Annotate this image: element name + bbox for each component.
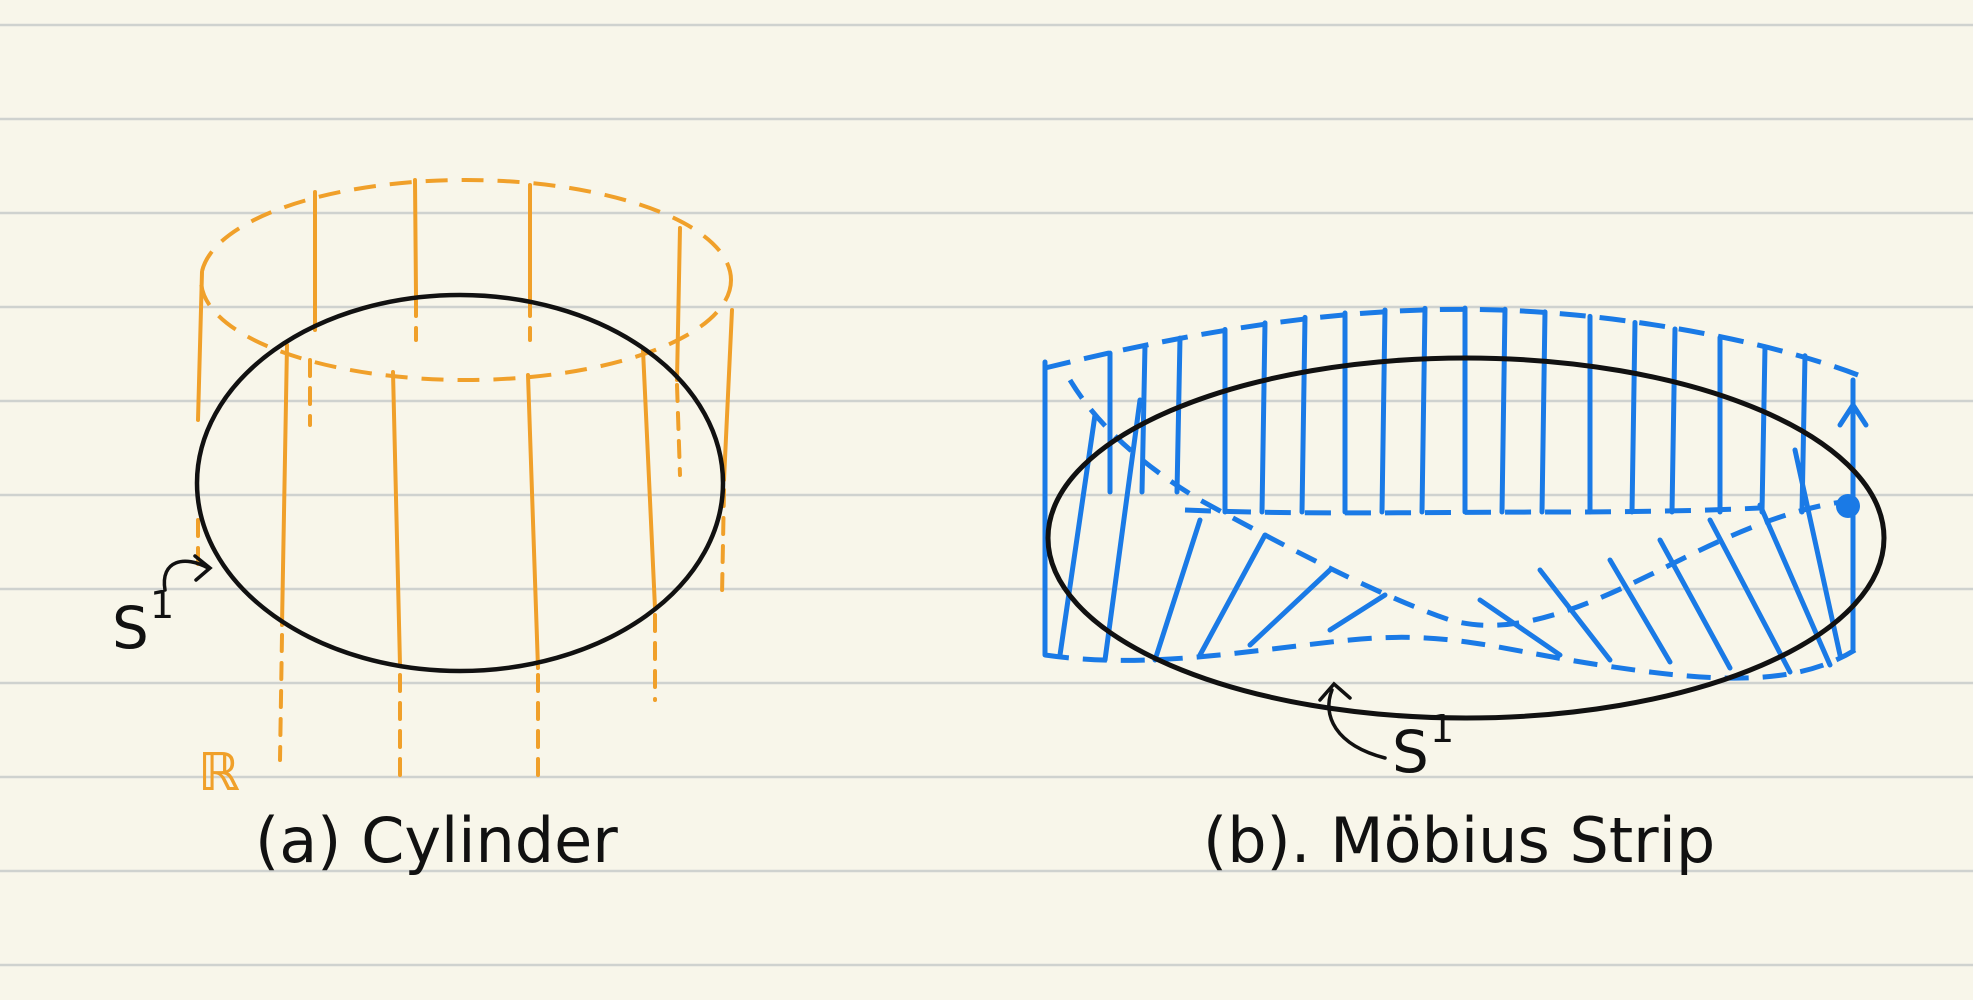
mobius-fiber	[1299, 314, 1308, 515]
mobius-fiber	[1102, 397, 1143, 663]
mobius-fiber	[1629, 319, 1638, 515]
mobius-fiber	[1327, 592, 1388, 633]
ruled-lines	[0, 23, 1973, 967]
mobius-gluing-point	[1836, 494, 1860, 518]
mobius-fiber	[1759, 344, 1768, 515]
cylinder-s1-arrow	[162, 554, 213, 592]
cylinder-base-label: S	[112, 594, 149, 662]
mobius-figure: S 1 (b). Möbius Strip	[1042, 305, 1887, 877]
mobius-fiber	[1657, 537, 1733, 671]
cylinder-fiber-label: ℝ	[198, 743, 240, 803]
mobius-base-label-sup: 1	[1430, 707, 1454, 751]
mobius-lower-edge	[1044, 634, 1857, 681]
mobius-fiber	[1139, 342, 1148, 495]
mobius-fiber	[1707, 517, 1793, 675]
mobius-fiber	[1499, 306, 1508, 515]
mobius-fiber	[1057, 412, 1098, 658]
mobius-fiber	[1197, 532, 1268, 658]
mobius-fiber	[1792, 447, 1843, 658]
mobius-right-arrow	[1837, 400, 1869, 428]
cylinder-fibers-lower	[280, 343, 657, 670]
mobius-caption: (b). Möbius Strip	[1203, 804, 1715, 877]
mobius-fibers-back	[1107, 305, 1808, 515]
mobius-fiber	[1477, 597, 1563, 658]
cylinder-top-circle	[199, 178, 733, 382]
mobius-fiber	[1757, 502, 1833, 668]
mobius-fiber	[1259, 320, 1268, 515]
mobius-base-circle	[1045, 355, 1887, 721]
mobius-fiber	[1419, 305, 1428, 515]
cylinder-fibers-upper	[196, 178, 734, 482]
mobius-fiber	[1174, 335, 1183, 495]
cylinder-caption: (a) Cylinder	[255, 804, 618, 877]
mobius-fiber	[1152, 517, 1203, 663]
mobius-s1-arrow	[1318, 681, 1387, 760]
mobius-upper-edge	[1044, 306, 1859, 378]
mobius-fiber	[1379, 307, 1388, 515]
mobius-fiber	[1607, 557, 1673, 665]
mobius-fibers-front	[1057, 397, 1843, 675]
mobius-fiber	[1537, 567, 1613, 663]
cylinder-base-label-sup: 1	[150, 583, 174, 627]
mobius-base-label: S	[1392, 718, 1429, 786]
cylinder-figure: S 1 ℝ (a) Cylinder	[112, 178, 734, 877]
mobius-inner-edge	[1184, 505, 1761, 516]
cylinder-base-circle	[194, 292, 726, 674]
mobius-fiber	[1247, 567, 1333, 648]
mobius-fiber	[1669, 326, 1678, 515]
mobius-fiber	[1539, 309, 1548, 515]
